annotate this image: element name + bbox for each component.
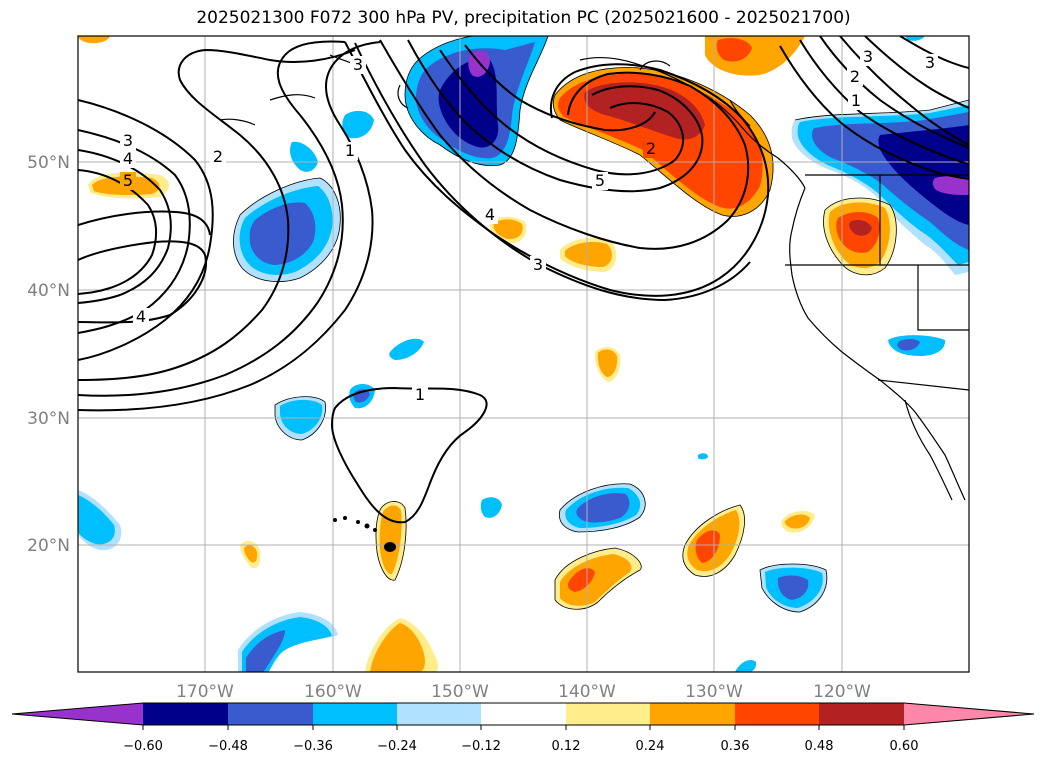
colorbar-segment	[143, 703, 228, 725]
negative-anomalies	[78, 36, 969, 672]
latitude-labels: 50°N 40°N 30°N 20°N	[27, 153, 70, 556]
colorbar-tick: 0.36	[721, 739, 750, 754]
svg-text:3: 3	[533, 255, 543, 274]
svg-text:4: 4	[485, 205, 495, 224]
svg-text:3: 3	[353, 55, 363, 74]
svg-text:5: 5	[595, 171, 605, 190]
contour-label: 4	[120, 149, 136, 168]
contour-label: 4	[133, 307, 149, 326]
colorbar-segment	[228, 703, 313, 725]
colorbar: −0.60 −0.48 −0.36 −0.24 −0.12 0.12 0.24 …	[11, 702, 1035, 754]
svg-text:1: 1	[345, 141, 355, 160]
contour-label: 1	[342, 141, 358, 160]
colorbar-segment	[481, 703, 566, 725]
svg-text:4: 4	[136, 307, 146, 326]
contour-label: 5	[592, 171, 608, 190]
colorbar-segment	[735, 703, 819, 725]
colorbar-extend-max	[904, 703, 1034, 725]
map-frame	[77, 35, 970, 673]
contour-label: 4	[482, 205, 498, 224]
lat-label-30n: 30°N	[27, 409, 70, 429]
colorbar-segment	[650, 703, 735, 725]
colorbar-tick: 0.60	[890, 739, 919, 754]
lat-label-40n: 40°N	[27, 281, 70, 301]
lon-label-170w: 170°W	[176, 682, 234, 702]
contour-label: 3	[860, 47, 876, 66]
contour-label: 5	[120, 171, 136, 190]
contour-label: 3	[350, 55, 366, 74]
contour-label: 3	[120, 131, 136, 150]
colorbar-tick: −0.48	[208, 739, 248, 754]
lon-label-160w: 160°W	[304, 682, 362, 702]
contour-label: 1	[412, 385, 428, 404]
colorbar-segment	[819, 703, 904, 725]
contour-labels: 3 4 5 2 4 1 3 2 5 4 3 1 3 2 1 3	[120, 47, 938, 404]
svg-text:3: 3	[863, 47, 873, 66]
contour-label: 2	[847, 67, 863, 86]
lon-label-130w: 130°W	[685, 682, 743, 702]
map-panel: 3 4 5 2 4 1 3 2 5 4 3 1 3 2 1 3	[78, 36, 969, 672]
gridlines	[78, 36, 969, 672]
contour-label: 3	[530, 255, 546, 274]
lat-label-50n: 50°N	[27, 153, 70, 173]
longitude-labels: 170°W 160°W 150°W 140°W 130°W 120°W	[176, 682, 871, 702]
hawaiian-islands	[333, 516, 396, 552]
contour-label: 2	[643, 139, 659, 158]
svg-text:2: 2	[646, 139, 656, 158]
colorbar-extend-min	[12, 703, 143, 725]
svg-text:3: 3	[123, 131, 133, 150]
lat-label-20n: 20°N	[27, 536, 70, 556]
colorbar-segment	[397, 703, 481, 725]
lon-label-140w: 140°W	[558, 682, 616, 702]
contour-label: 1	[848, 91, 864, 110]
lon-label-150w: 150°W	[431, 682, 489, 702]
colorbar-tick: −0.24	[377, 739, 417, 754]
colorbar-tick: 0.48	[805, 739, 834, 754]
colorbar-tick: −0.12	[461, 739, 501, 754]
colorbar-tick: −0.36	[293, 739, 333, 754]
svg-text:5: 5	[123, 171, 133, 190]
colorbar-segment	[566, 703, 650, 725]
colorbar-tick: 0.24	[636, 739, 665, 754]
svg-text:1: 1	[851, 91, 861, 110]
coastlines	[219, 54, 969, 501]
contour-label: 2	[210, 147, 226, 166]
svg-text:4: 4	[123, 149, 133, 168]
svg-text:2: 2	[213, 147, 223, 166]
svg-text:2: 2	[850, 67, 860, 86]
colorbar-tick: −0.60	[123, 739, 163, 754]
colorbar-segment	[313, 703, 397, 725]
contour-label: 3	[922, 53, 938, 72]
svg-text:3: 3	[925, 53, 935, 72]
lon-label-120w: 120°W	[813, 682, 871, 702]
colorbar-tick: 0.12	[552, 739, 581, 754]
svg-text:1: 1	[415, 385, 425, 404]
map-title: 2025021300 F072 300 hPa PV, precipitatio…	[196, 8, 851, 28]
